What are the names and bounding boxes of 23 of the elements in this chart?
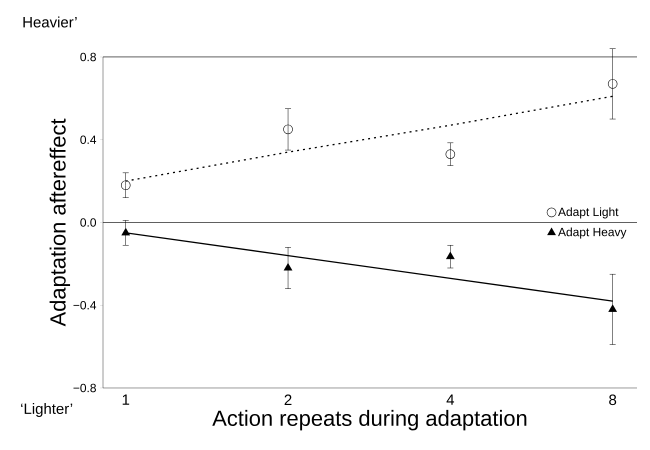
x-tick-label: 2 [284, 394, 292, 405]
y-tick-label: 0.4 [80, 136, 96, 144]
point [122, 228, 130, 236]
legend-label: Adapt Light [558, 207, 618, 218]
point [608, 304, 617, 312]
y-tick-label: 0.0 [80, 218, 96, 227]
point [284, 263, 292, 271]
y-tick-label: −0.4 [73, 301, 96, 310]
y-tick-label: 0.8 [80, 52, 96, 62]
x-tick-label: 4 [446, 394, 454, 405]
point [608, 79, 618, 89]
point [283, 124, 293, 134]
point [446, 149, 456, 160]
text: Heavier’ [23, 16, 77, 28]
legend-label: Adapt Heavy [558, 227, 626, 239]
x-tick-label: 8 [609, 394, 616, 406]
x-tick-label: 1 [122, 394, 130, 405]
y-tick-label: −0.8 [73, 384, 96, 392]
x-axis-title: Action repeats during adaptation [212, 410, 526, 430]
point [120, 180, 131, 190]
text: ‘Lighter’ [21, 403, 72, 417]
y-axis-title: Adaptation aftereffect [50, 118, 70, 326]
point [446, 252, 455, 260]
